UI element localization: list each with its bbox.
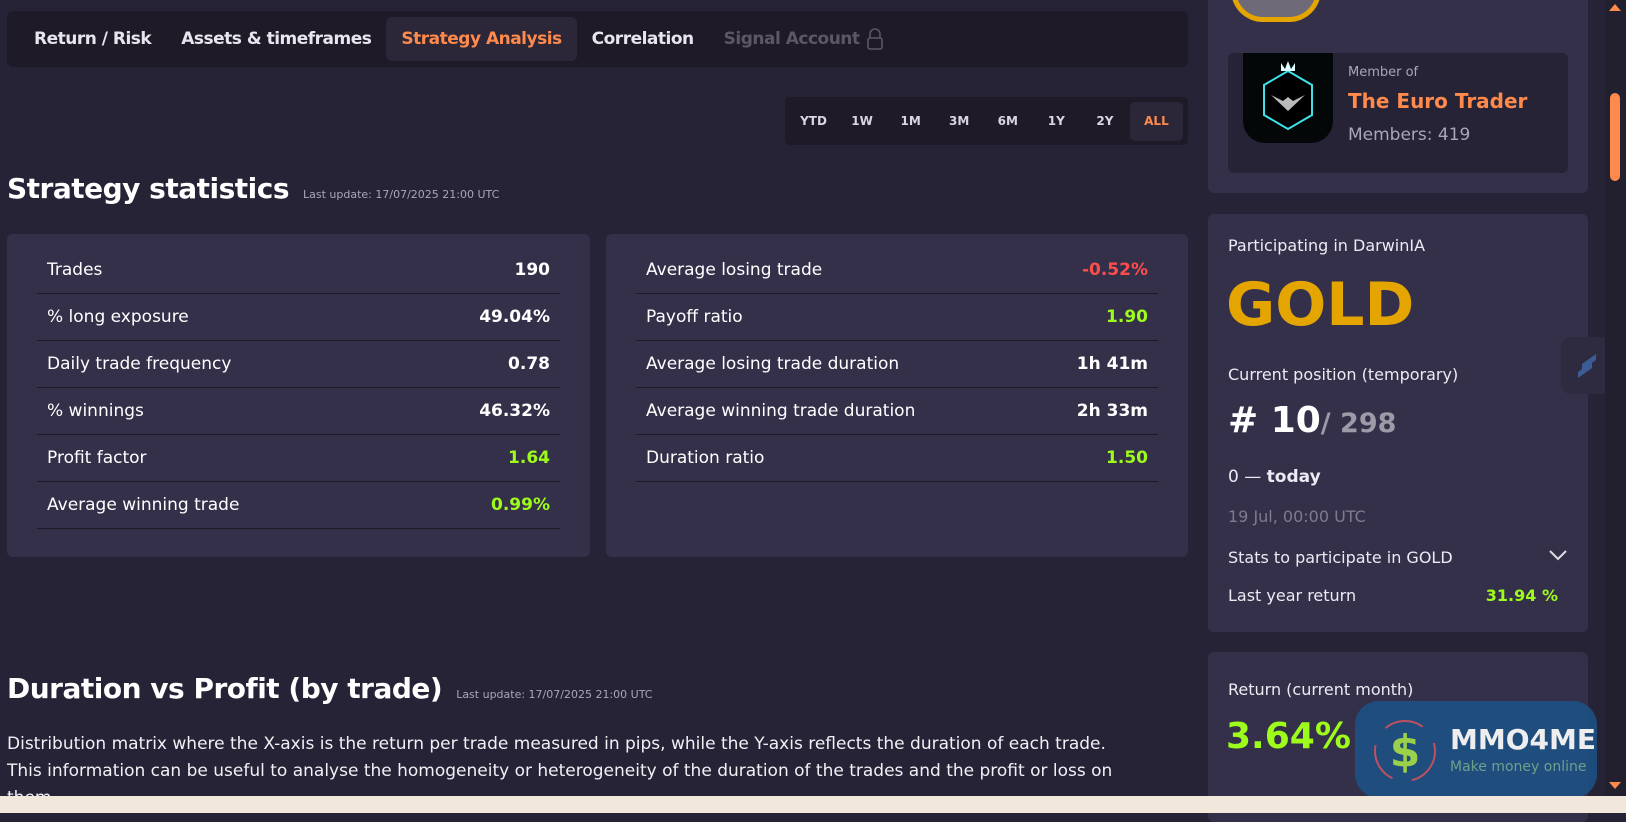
scrollbar[interactable]	[1605, 0, 1626, 796]
stat-label: % winnings	[47, 401, 144, 421]
tab-signal-account[interactable]: Signal Account	[709, 16, 899, 62]
stat-label: % long exposure	[47, 307, 189, 327]
group-members: Members: 419	[1348, 125, 1471, 145]
stat-value: 0.78	[508, 354, 550, 374]
tab-correlation[interactable]: Correlation	[591, 29, 695, 49]
stat-row: % long exposure 49.04%	[37, 294, 560, 341]
lock-icon	[866, 28, 883, 50]
stat-row: Daily trade frequency 0.78	[37, 341, 560, 388]
avatar	[1231, 0, 1321, 22]
section-title: Duration vs Profit (by trade)	[7, 672, 443, 705]
stats-header: Strategy statistics Last update: 17/07/2…	[7, 172, 499, 205]
timeframe-all[interactable]: ALL	[1129, 101, 1183, 141]
stat-label: Profit factor	[47, 448, 147, 468]
stat-label: Duration ratio	[646, 448, 765, 468]
stat-row: Profit factor 1.64	[37, 435, 560, 482]
stat-row: Duration ratio 1.50	[636, 435, 1158, 482]
timeframe-3m[interactable]: 3M	[949, 114, 970, 128]
tab-assets-timeframes[interactable]: Assets & timeframes	[181, 29, 372, 49]
group-card: Member of The Euro Trader Members: 419	[1208, 0, 1588, 193]
stat-value: 49.04%	[479, 307, 550, 327]
stat-row: Average winning trade 0.99%	[37, 482, 560, 529]
stat-label: Average losing trade	[646, 260, 823, 280]
group-name[interactable]: The Euro Trader	[1348, 89, 1528, 113]
eagle-hexagon-icon	[1263, 61, 1313, 131]
section-description: Distribution matrix where the X-axis is …	[7, 734, 1113, 808]
chevron-down-icon	[1549, 550, 1567, 561]
timeframe-selector: YTD 1W 1M 3M 6M 1Y 2Y ALL	[785, 97, 1188, 145]
position-label: Current position (temporary)	[1228, 365, 1459, 384]
stat-label: Trades	[47, 260, 103, 280]
scroll-up-icon[interactable]	[1609, 4, 1621, 11]
stats-toggle[interactable]: Stats to participate in GOLD	[1228, 548, 1568, 567]
stat-row: Payoff ratio 1.90	[636, 294, 1158, 341]
stat-row: Trades 190	[37, 247, 560, 294]
participating-label: Participating in DarwinIA	[1228, 236, 1426, 255]
member-of-label: Member of	[1348, 65, 1419, 80]
timeframe-2y[interactable]: 2Y	[1096, 114, 1114, 128]
stat-row: Average losing trade -0.52%	[636, 247, 1158, 294]
monthly-return-label: Return (current month)	[1228, 680, 1414, 699]
timeframe-ytd[interactable]: YTD	[800, 114, 827, 128]
scroll-down-icon[interactable]	[1609, 782, 1621, 789]
watermark-tagline: Make money online	[1450, 759, 1587, 775]
stat-value: 46.32%	[479, 401, 550, 421]
dollar-coin-icon: $	[1374, 720, 1436, 782]
stat-value: 1.90	[1106, 307, 1148, 327]
stat-row: Average losing trade duration 1h 41m	[636, 341, 1158, 388]
stat-value: 1.64	[508, 448, 550, 468]
stat-label: Payoff ratio	[646, 307, 743, 327]
watermark-brand: MMO4ME	[1450, 723, 1597, 756]
page-title: Strategy statistics	[7, 172, 290, 205]
stat-label: Average losing trade duration	[646, 354, 900, 374]
stat-label: Average winning trade duration	[646, 401, 916, 421]
position: # 10 / 298	[1228, 400, 1396, 441]
last-update: Last update: 17/07/2025 21:00 UTC	[303, 188, 500, 201]
range-end: today	[1266, 467, 1321, 487]
stat-row: Average winning trade duration 2h 33m	[636, 388, 1158, 435]
tab-strategy-analysis[interactable]: Strategy Analysis	[386, 17, 577, 61]
scrollbar-thumb[interactable]	[1610, 93, 1620, 181]
timeframe-1y[interactable]: 1Y	[1047, 114, 1065, 128]
taskbar	[0, 796, 1626, 813]
stats-card-right: Average losing trade -0.52% Payoff ratio 1.…	[606, 234, 1188, 557]
range-start: 0	[1228, 467, 1239, 487]
tier-label: GOLD	[1226, 270, 1415, 340]
stats-toggle-label: Stats to participate in GOLD	[1228, 548, 1453, 567]
s-logo-icon	[1578, 353, 1596, 378]
stat-label: Average winning trade	[47, 495, 240, 515]
tab-return-risk[interactable]: Return / Risk	[34, 29, 152, 49]
position-rank: # 10	[1228, 400, 1321, 441]
stats-card-left: Trades 190 % long exposure 49.04% Daily trad…	[7, 234, 590, 557]
darwinia-card: Participating in DarwinIA GOLD Current p…	[1208, 214, 1588, 632]
stat-value: -0.52%	[1081, 260, 1148, 280]
stat-value: 1h 41m	[1076, 354, 1148, 374]
tab-bar: Return / Risk Assets & timeframes Strate…	[7, 11, 1188, 67]
timeframe-1w[interactable]: 1W	[851, 114, 873, 128]
position-range: 0 — today	[1228, 467, 1321, 487]
floating-widget-button[interactable]	[1561, 337, 1613, 394]
duration-header: Duration vs Profit (by trade) Last updat…	[7, 672, 652, 705]
last-year-value: 31.94 %	[1485, 586, 1558, 605]
position-date: 19 Jul, 00:00 UTC	[1228, 507, 1366, 526]
position-total: / 298	[1320, 408, 1397, 439]
tab-label: Signal Account	[723, 29, 860, 49]
watermark-logo: $ MMO4ME Make money online	[1355, 701, 1597, 798]
svg-text:$: $	[1390, 726, 1421, 777]
stat-value: 1.50	[1106, 448, 1148, 468]
stat-label: Daily trade frequency	[47, 354, 232, 374]
group-logo	[1243, 53, 1333, 143]
stat-value: 0.99%	[491, 495, 550, 515]
monthly-return-value: 3.64%	[1226, 716, 1351, 757]
stat-row: % winnings 46.32%	[37, 388, 560, 435]
last-year-return: Last year return 31.94 %	[1228, 586, 1558, 605]
stat-value: 2h 33m	[1076, 401, 1148, 421]
last-year-label: Last year return	[1228, 586, 1357, 605]
stat-value: 190	[514, 260, 551, 280]
last-update: Last update: 17/07/2025 21:00 UTC	[456, 688, 653, 701]
timeframe-1m[interactable]: 1M	[900, 114, 921, 128]
timeframe-6m[interactable]: 6M	[997, 114, 1018, 128]
group-link[interactable]: Member of The Euro Trader Members: 419	[1228, 53, 1568, 173]
